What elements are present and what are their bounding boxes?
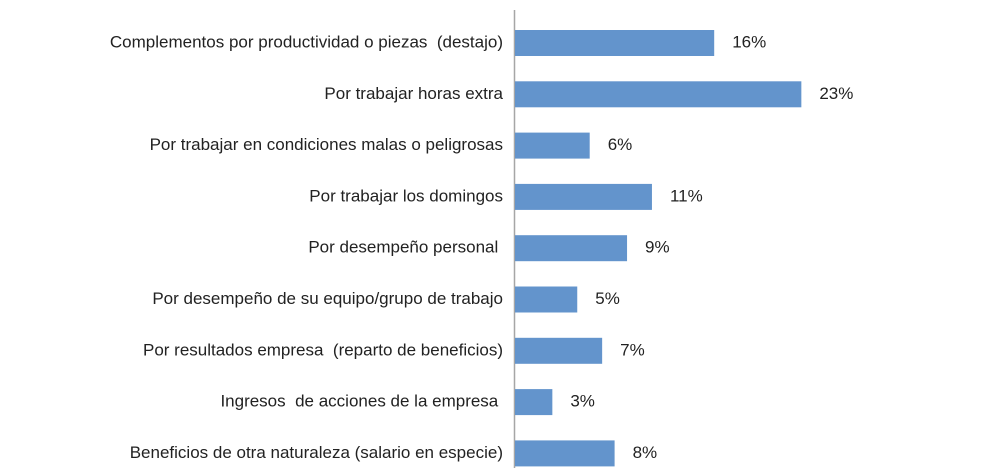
bar [515, 30, 715, 56]
category-label: Beneficios de otra naturaleza (salario e… [130, 443, 503, 462]
bar [515, 235, 628, 262]
category-label: Por trabajar horas extra [324, 84, 503, 103]
value-label: 9% [645, 238, 670, 257]
bar [515, 81, 802, 108]
value-label: 5% [595, 289, 620, 308]
value-label: 16% [732, 32, 766, 51]
category-label: Por resultados empresa (reparto de benef… [143, 340, 503, 359]
value-label: 23% [819, 84, 853, 103]
bar [515, 337, 603, 364]
bar [515, 440, 615, 467]
category-label: Complementos por productividad o piezas … [110, 32, 503, 51]
value-label: 11% [670, 186, 703, 205]
bar [515, 389, 553, 416]
bar [515, 183, 652, 210]
value-label: 6% [608, 135, 633, 154]
category-label: Por desempeño de su equipo/grupo de trab… [152, 289, 503, 308]
category-label: Por desempeño personal [308, 238, 503, 257]
category-label: Por trabajar los domingos [309, 186, 503, 205]
category-label: Por trabajar en condiciones malas o peli… [150, 135, 503, 154]
bar [515, 132, 590, 159]
value-label: 7% [620, 340, 645, 359]
value-label: 8% [633, 443, 658, 462]
value-label: 3% [570, 392, 595, 411]
category-label: Ingresos de acciones de la empresa [220, 392, 503, 411]
bar [515, 286, 578, 313]
